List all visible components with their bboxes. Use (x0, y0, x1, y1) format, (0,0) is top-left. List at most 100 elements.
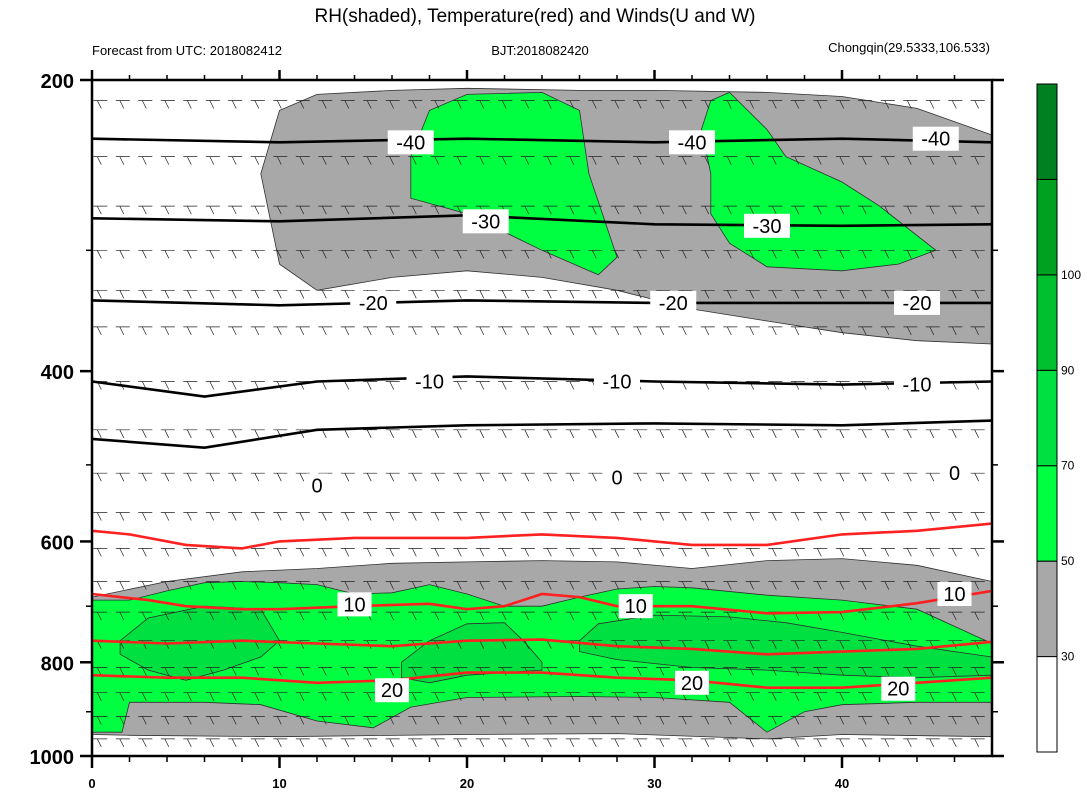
wind-barb (453, 249, 468, 259)
wind-barb (565, 738, 580, 748)
wind-barb (565, 289, 580, 299)
wind-barb (610, 100, 625, 109)
wind-barb (723, 716, 738, 725)
colorbar-label: 70 (1061, 459, 1075, 473)
wind-barb (723, 512, 738, 521)
wind-barb (970, 716, 985, 725)
wind-barb (475, 326, 490, 336)
wind-barb (745, 205, 760, 215)
y-tick-label: 1000 (30, 747, 75, 769)
wind-barb (678, 249, 693, 259)
wind-barb (948, 667, 963, 676)
y-tick-label: 200 (41, 71, 74, 93)
contour-label-bg (350, 290, 397, 315)
wind-barb (768, 249, 783, 259)
wind-barb (543, 472, 558, 482)
wind-barb (295, 738, 310, 748)
wind-barb (790, 156, 805, 165)
wind-barb (880, 611, 895, 621)
wind-barb (93, 429, 108, 438)
wind-barb (835, 289, 850, 299)
wind-barb (318, 667, 333, 676)
wind-barb (520, 289, 535, 299)
wind-barb (408, 581, 423, 590)
wind-barb (858, 326, 873, 336)
wind-barb (948, 249, 963, 259)
wind-barb (363, 512, 378, 521)
wind-barb (318, 738, 333, 748)
wind-barb (250, 472, 265, 482)
wind-barb (250, 581, 265, 590)
wind-barb (363, 156, 378, 165)
wind-barb (273, 512, 288, 521)
wind-barb (138, 326, 153, 336)
wind-barb (858, 100, 873, 109)
wind-barb (475, 512, 490, 521)
wind-barb (835, 326, 850, 336)
wind-barb (880, 289, 895, 299)
wind-barb (813, 100, 828, 109)
wind-barb (610, 716, 625, 725)
wind-barb (948, 512, 963, 521)
wind-barb (858, 640, 873, 649)
wind-barb (93, 512, 108, 521)
wind-barb (205, 249, 220, 259)
wind-barb (385, 472, 400, 482)
wind-barb (520, 429, 535, 438)
wind-barb (835, 429, 850, 438)
wind-barb (340, 472, 355, 482)
wind-barb (858, 472, 873, 482)
wind-barb (498, 548, 513, 557)
colorbar: 30 50 70 90 100 (1036, 83, 1081, 753)
wind-barb (610, 738, 625, 748)
wind-barb (453, 581, 468, 590)
wind-barb (520, 205, 535, 215)
wind-barb (273, 738, 288, 748)
wind-barb (723, 205, 738, 215)
wind-barb (543, 289, 558, 299)
wind-barb (790, 472, 805, 482)
wind-barb (835, 100, 850, 109)
wind-barb (363, 429, 378, 438)
wind-barb (790, 249, 805, 259)
wind-barb (183, 692, 198, 701)
wind-barb (295, 249, 310, 259)
wind-barb (295, 548, 310, 557)
wind-barb (228, 738, 243, 748)
wind-barb (115, 611, 130, 621)
wind-barb (790, 738, 805, 748)
wind-barb (385, 548, 400, 557)
wind-barb (228, 692, 243, 701)
wind-barb (160, 429, 175, 438)
wind-barb (295, 611, 310, 621)
wind-barb (160, 611, 175, 621)
wind-barb (925, 611, 940, 621)
wind-barb (228, 716, 243, 725)
wind-barb (588, 472, 603, 482)
wind-barb (633, 692, 648, 701)
wind-barb (183, 472, 198, 482)
wind-barb (385, 611, 400, 621)
wind-barb (543, 249, 558, 259)
wind-barb (115, 156, 130, 165)
wind-barb (970, 326, 985, 336)
wind-barb (318, 581, 333, 590)
wind-barb (475, 249, 490, 259)
wind-barb (813, 156, 828, 165)
wind-barb (385, 100, 400, 109)
wind-barb (475, 716, 490, 725)
wind-barb (183, 738, 198, 748)
wind-barb (858, 667, 873, 676)
wind-barb (880, 156, 895, 165)
wind-barb (498, 100, 513, 109)
wind-barb (655, 548, 670, 557)
wind-barb (205, 692, 220, 701)
temp-contour--40 (92, 137, 992, 144)
temp-contour-0 (92, 419, 992, 450)
wind-barb (93, 692, 108, 701)
temp-contour--30 (92, 213, 992, 228)
wind-barb (318, 289, 333, 299)
contour-label: -40 (921, 129, 950, 151)
wind-barb (678, 716, 693, 725)
